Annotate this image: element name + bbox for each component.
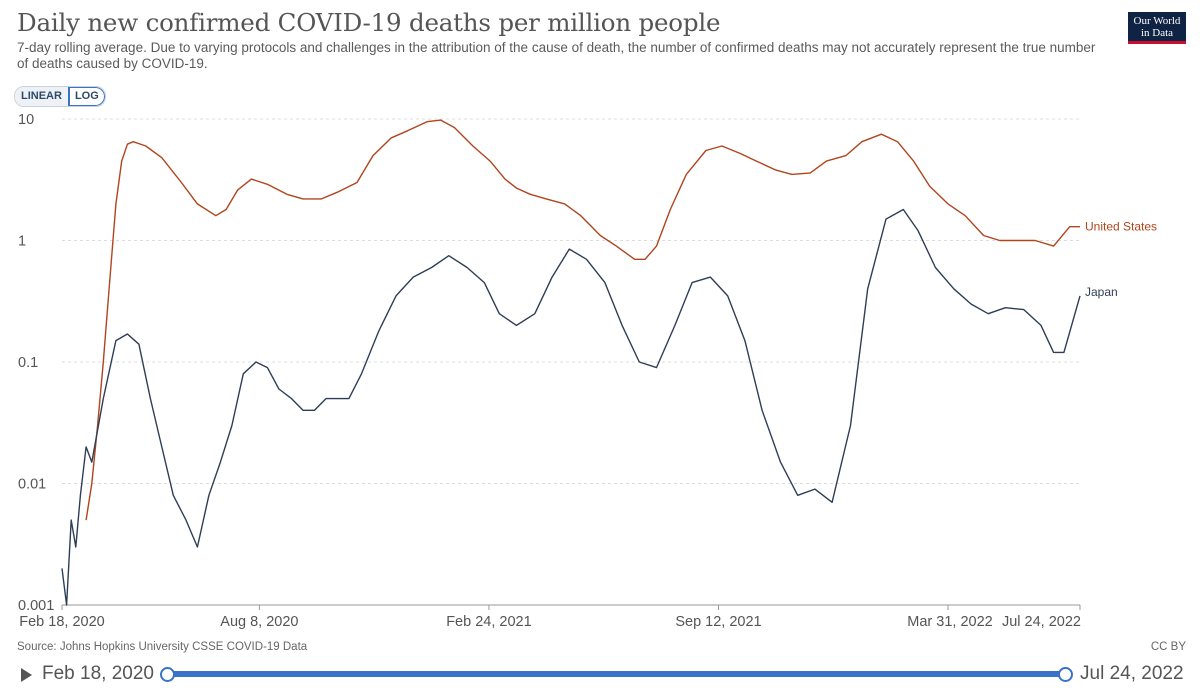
x-tick-label: Sep 12, 2021 xyxy=(675,614,761,630)
series-labels: United States Japan xyxy=(1085,220,1157,299)
logo-bar xyxy=(1128,41,1186,44)
timeline-end-date: Jul 24, 2022 xyxy=(1080,663,1184,684)
owid-logo[interactable]: Our World in Data xyxy=(1128,12,1186,44)
chart-subtitle: 7-day rolling average. Due to varying pr… xyxy=(17,40,1096,71)
y-tick-label: 0.1 xyxy=(18,355,38,371)
series-label-japan: Japan xyxy=(1085,285,1118,299)
line-chart: 0.001 0.01 0.1 1 10 Feb 18, 2020 Aug 8, 2020 Fe… xyxy=(18,112,1157,630)
y-tick-label: 10 xyxy=(18,112,34,128)
x-tick-label: Mar 31, 2022 xyxy=(907,614,992,630)
x-tick-label: Feb 24, 2021 xyxy=(446,614,531,630)
series-label-united-states: United States xyxy=(1085,220,1157,234)
y-tick-label: 0.01 xyxy=(18,477,46,493)
grid-lines xyxy=(62,118,1080,484)
license-label[interactable]: CC BY xyxy=(1150,641,1186,653)
linear-scale-button[interactable]: LINEAR xyxy=(15,87,68,106)
x-tick-label: Aug 8, 2020 xyxy=(220,614,298,630)
logo-line-1: Our World xyxy=(1133,15,1181,27)
timeline-start-date: Feb 18, 2020 xyxy=(42,663,154,684)
timeline-slider: Feb 18, 2020 Jul 24, 2022 xyxy=(0,658,1200,690)
y-tick-label: 0.001 xyxy=(18,598,54,614)
x-tick-label: Jul 24, 2022 xyxy=(1002,614,1081,630)
series-line-united-states xyxy=(85,119,1080,521)
play-icon[interactable] xyxy=(21,668,32,682)
series-lines xyxy=(61,119,1081,606)
log-scale-button[interactable]: LOG xyxy=(67,87,105,106)
logo-line-2: in Data xyxy=(1140,27,1174,39)
chart-title: Daily new confirmed COVID-19 deaths per … xyxy=(17,8,721,37)
timeline-start-handle[interactable] xyxy=(160,667,175,682)
source-note[interactable]: Source: Johns Hopkins University CSSE CO… xyxy=(17,641,308,653)
axes: 0.001 0.01 0.1 1 10 Feb 18, 2020 Aug 8, 2020 Fe… xyxy=(18,112,1081,630)
series-line-japan xyxy=(61,208,1081,606)
x-tick-label: Feb 18, 2020 xyxy=(19,614,104,630)
timeline-end-handle[interactable] xyxy=(1058,667,1073,682)
y-tick-label: 1 xyxy=(18,234,26,250)
timeline-track[interactable] xyxy=(167,671,1065,677)
scale-toggle: LINEAR LOG xyxy=(14,86,106,107)
